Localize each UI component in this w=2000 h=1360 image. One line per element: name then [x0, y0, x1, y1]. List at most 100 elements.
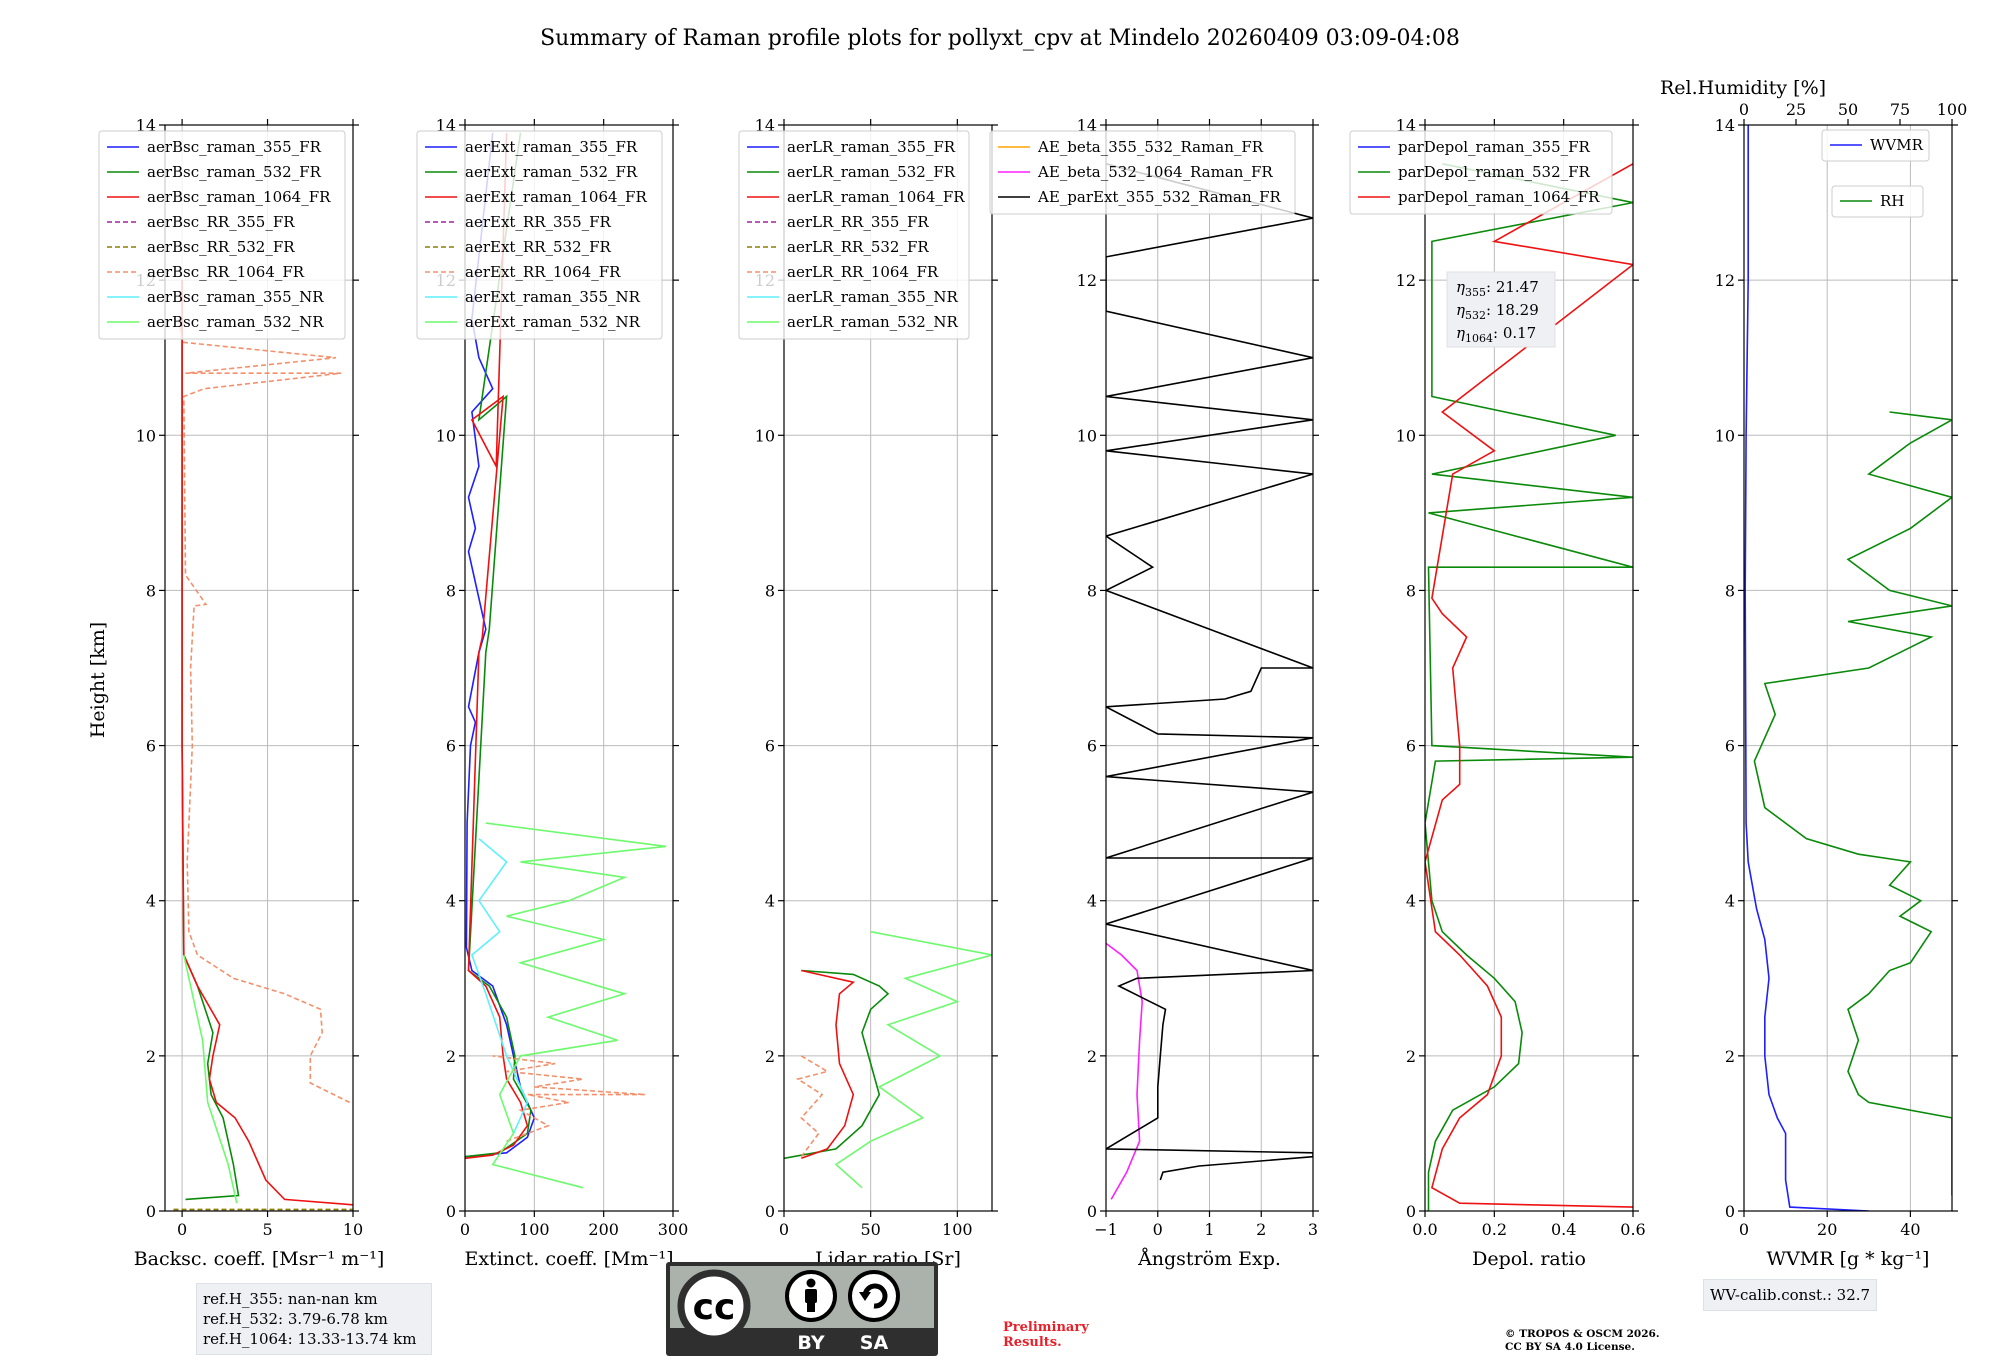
y-tick-label: 14 — [1715, 116, 1735, 135]
y-tick-label: 6 — [1406, 737, 1416, 756]
y-tick-label: 12 — [1715, 271, 1735, 290]
person-icon — [785, 1270, 837, 1322]
legend-frame — [1821, 129, 1930, 162]
legend: aerBsc_raman_355_FR aerBsc_raman_532_FRae… — [98, 130, 346, 340]
y-tick-label: 2 — [1406, 1047, 1416, 1066]
legend-label-aerBsc_RR_355_FR: aerBsc_RR_355_FR — [147, 213, 295, 231]
legend-label-AE_parExt_355_532_Raman_FR: AE_parExt_355_532_Raman_FR — [1037, 188, 1282, 206]
legend-label-WVMR: WVMR — [1870, 136, 1924, 154]
panels: 024681012140510Backsc. coeff. [Msr⁻¹ m⁻¹… — [98, 100, 1967, 1270]
series-line-AE_beta_532_1064_Raman_FR — [1106, 942, 1144, 1200]
series-line-aerLR_RR_1064_FR — [795, 1055, 830, 1158]
legend-frame — [98, 130, 346, 340]
y-tick-label: 8 — [1725, 581, 1735, 600]
y-tick-label: 6 — [1087, 737, 1097, 756]
series-line-aerExt_raman_1064_FR — [465, 132, 529, 1160]
x-tick-label: −1 — [1094, 1220, 1118, 1239]
legend-label-aerBsc_raman_532_NR: aerBsc_raman_532_NR — [147, 313, 324, 331]
legend: parDepol_raman_355_FR parDepol_raman_532_… — [1349, 130, 1613, 215]
y-tick-label: 6 — [146, 737, 156, 756]
legend-label-aerExt_RR_532_FR: aerExt_RR_532_FR — [465, 238, 612, 256]
share-alike-icon — [848, 1270, 900, 1322]
legend-frame — [1349, 130, 1613, 215]
eta-355: η355: 21.47 — [1456, 278, 1539, 299]
x-tick-label: 0 — [779, 1220, 789, 1239]
preliminary-note: Preliminary Results. — [1003, 1320, 1089, 1350]
x-tick-label: 0.4 — [1551, 1220, 1576, 1239]
reference-height-box: ref.H_355: nan-nan km ref.H_532: 3.79-6.… — [196, 1283, 432, 1355]
y-tick-label: 14 — [755, 116, 775, 135]
series-line-aerExt_RR_1064_FR — [492, 1055, 646, 1142]
x-tick-label: 50 — [860, 1220, 880, 1239]
series-group — [1425, 163, 1633, 1211]
legend-label-aerLR_raman_1064_FR: aerLR_raman_1064_FR — [787, 188, 965, 206]
series-line-aerLR_raman_532_FR — [784, 969, 890, 1160]
legend: AE_beta_355_532_Raman_FR AE_beta_532_1064… — [989, 130, 1296, 215]
x-tick-label: 100 — [519, 1220, 550, 1239]
top-x-tick-label: 50 — [1838, 100, 1858, 119]
y-tick-label: 12 — [1077, 271, 1097, 290]
y-tick-label: 4 — [446, 892, 456, 911]
y-tick-label: 6 — [765, 737, 775, 756]
ref-h-532: ref.H_532: 3.79-6.78 km — [203, 1310, 388, 1328]
x-tick-label: 100 — [942, 1220, 973, 1239]
y-tick-label: 8 — [446, 581, 456, 600]
legend-wvmr: WVMR — [1821, 129, 1930, 162]
rh-axis-label: Rel.Humidity [%] — [1660, 77, 1826, 99]
legend-label-parDepol_raman_355_FR: parDepol_raman_355_FR — [1398, 138, 1591, 156]
legend-label-aerLR_raman_355_NR: aerLR_raman_355_NR — [787, 288, 958, 306]
legend-label-aerBsc_raman_355_NR: aerBsc_raman_355_NR — [147, 288, 324, 306]
copyright-line-2: CC BY SA 4.0 License. — [1505, 1341, 1635, 1353]
series-line-aerExt_raman_532_FR — [465, 132, 532, 1158]
cc-by-sa-logo: cc BY SA — [666, 1262, 938, 1356]
legend-label-aerLR_raman_532_NR: aerLR_raman_532_NR — [787, 313, 958, 331]
y-tick-label: 6 — [1725, 737, 1735, 756]
axes-frame — [1743, 124, 1953, 1212]
y-tick-label: 0 — [1406, 1202, 1416, 1221]
y-tick-label: 8 — [1087, 581, 1097, 600]
series-line-parDepol_raman_1064_FR — [1425, 163, 1633, 1208]
y-tick-label: 10 — [755, 426, 775, 445]
x-axis-label: Ångström Exp. — [1137, 1248, 1281, 1270]
y-tick-label: 10 — [1396, 426, 1416, 445]
series-line-AE_parExt_355_532_Raman_FR — [1106, 163, 1313, 1181]
legend-label-AE_beta_532_1064_Raman_FR: AE_beta_532_1064_Raman_FR — [1037, 163, 1273, 181]
legend-label-aerBsc_raman_532_FR: aerBsc_raman_532_FR — [147, 163, 322, 181]
axes-frame — [1424, 124, 1634, 1212]
series-line-aerLR_raman_1064_FR — [801, 969, 856, 1160]
legend-label-aerBsc_raman_1064_FR: aerBsc_raman_1064_FR — [147, 188, 331, 206]
top-x-tick-label: 0 — [1739, 100, 1749, 119]
legend-label-aerLR_RR_355_FR: aerLR_RR_355_FR — [787, 213, 929, 231]
y-tick-label: 2 — [446, 1047, 456, 1066]
figure-title: Summary of Raman profile plots for polly… — [540, 26, 1460, 51]
preliminary-line-2: Results. — [1003, 1335, 1062, 1350]
y-tick-label: 14 — [436, 116, 456, 135]
copyright-line-1: © TROPOS & OSCM 2026. — [1505, 1328, 1660, 1340]
y-tick-label: 14 — [1396, 116, 1416, 135]
series-line-aerLR_raman_532_NR — [834, 930, 992, 1189]
x-tick-label: 1 — [1204, 1220, 1214, 1239]
y-tick-label: 4 — [765, 892, 775, 911]
y-axis-label: Height [km] — [87, 622, 109, 738]
legend-label-aerExt_raman_1064_FR: aerExt_raman_1064_FR — [465, 188, 647, 206]
y-tick-label: 10 — [1715, 426, 1735, 445]
x-tick-label: 2 — [1256, 1220, 1266, 1239]
x-axis-label: Backsc. coeff. [Msr⁻¹ m⁻¹] — [134, 1248, 385, 1270]
legend-label-aerExt_raman_532_FR: aerExt_raman_532_FR — [465, 163, 638, 181]
x-tick-label: 0 — [1739, 1220, 1749, 1239]
x-tick-label: 300 — [658, 1220, 689, 1239]
series-line-aerExt_raman_532_NR — [485, 822, 667, 1189]
series-line-aerBsc_RR_1064_FR — [177, 318, 350, 1104]
y-tick-label: 8 — [1406, 581, 1416, 600]
x-tick-label: 0 — [177, 1220, 187, 1239]
x-tick-label: 3 — [1308, 1220, 1318, 1239]
legend-label-parDepol_raman_532_FR: parDepol_raman_532_FR — [1398, 163, 1591, 181]
axes-frame — [164, 124, 354, 1212]
legend-frame — [1831, 185, 1924, 218]
axes-frame — [464, 124, 674, 1212]
x-tick-label: 40 — [1900, 1220, 1920, 1239]
legend-label-parDepol_raman_1064_FR: parDepol_raman_1064_FR — [1398, 188, 1600, 206]
y-tick-label: 2 — [1087, 1047, 1097, 1066]
x-tick-label: 0.6 — [1620, 1220, 1645, 1239]
sa-label: SA — [860, 1332, 889, 1354]
